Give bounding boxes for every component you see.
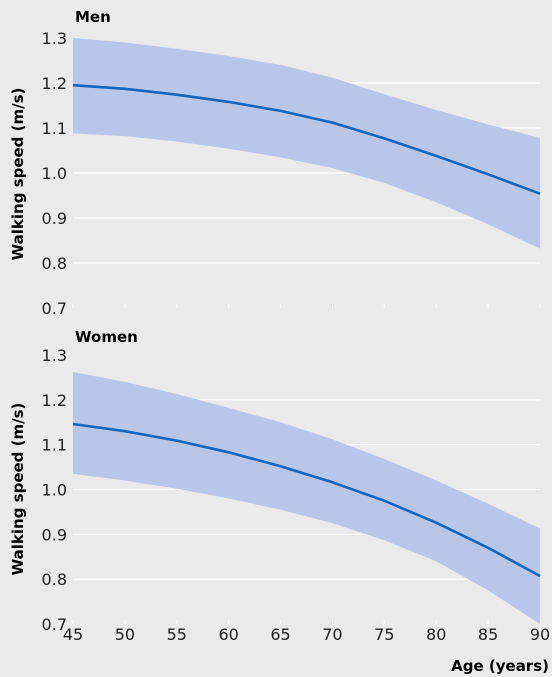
women-panel-title: Women xyxy=(75,328,138,346)
men-y-tick-label: 1.3 xyxy=(42,29,67,48)
women-y-tick-label: 0.9 xyxy=(42,525,67,544)
women-estimate-line xyxy=(72,422,541,578)
women-y-tick-label: 1.3 xyxy=(42,346,67,365)
women-x-tick-label: 80 xyxy=(426,625,446,644)
women-panel: Women Walking speed (m/s) 1.3 1.2 1.1 1.0 0.… xyxy=(9,328,550,675)
women-y-tick-label: 1.0 xyxy=(42,481,67,500)
women-y-axis-label: Walking speed (m/s) xyxy=(9,403,27,576)
women-x-tick-label: 85 xyxy=(478,625,498,644)
women-x-tick-label: 70 xyxy=(322,625,342,644)
x-axis-label: Age (years) xyxy=(451,657,549,675)
women-y-tick-label: 0.8 xyxy=(42,570,67,589)
men-y-tick-label: 0.8 xyxy=(42,254,67,273)
men-plot-area: 1.3 1.2 1.1 1.0 0.9 0.8 0.7 xyxy=(42,29,541,318)
women-x-tick-label: 45 xyxy=(63,625,83,644)
men-y-tick-label: 1.1 xyxy=(42,119,67,138)
men-y-tick-label: 0.9 xyxy=(42,209,67,228)
men-y-tick-label: 1.0 xyxy=(42,164,67,183)
men-estimate-line xyxy=(72,83,541,195)
women-confidence-band xyxy=(73,372,540,624)
men-panel: Men Walking speed (m/s) 1.3 1.2 1.1 1.0 0.9 0… xyxy=(9,8,541,318)
men-y-tick-label: 0.7 xyxy=(42,299,67,318)
women-x-tick-label: 55 xyxy=(167,625,187,644)
men-panel-title: Men xyxy=(75,8,111,26)
women-plot-area: 1.3 1.2 1.1 1.0 0.9 0.8 0.745 50 55 60 65 70 75 80 85 9… xyxy=(42,346,551,644)
women-y-tick-label: 1.1 xyxy=(42,436,67,455)
women-x-tick-label: 60 xyxy=(218,625,238,644)
women-x-tick-label: 90 xyxy=(530,625,550,644)
men-confidence-band xyxy=(73,38,540,249)
women-x-tick-label: 65 xyxy=(270,625,290,644)
women-x-tick-label: 75 xyxy=(374,625,394,644)
women-x-tick-label: 50 xyxy=(115,625,135,644)
men-y-tick-label: 1.2 xyxy=(42,74,67,93)
men-y-axis-label: Walking speed (m/s) xyxy=(9,88,27,261)
women-y-tick-label: 1.2 xyxy=(42,391,67,410)
women-y-tick-label: 0.7 xyxy=(42,615,67,634)
